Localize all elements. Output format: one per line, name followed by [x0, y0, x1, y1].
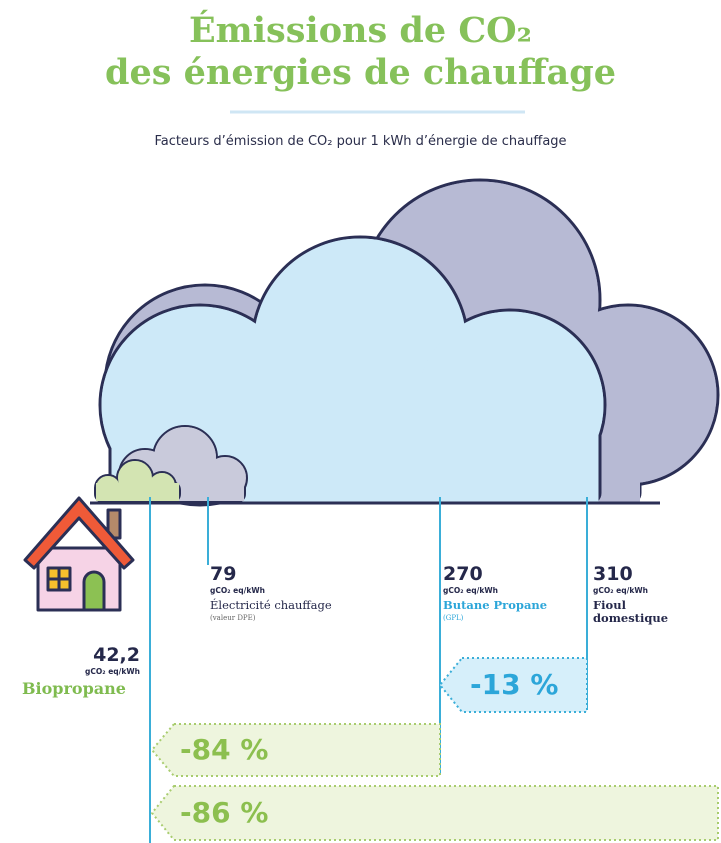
value: 310	[593, 563, 633, 585]
subtitle: Facteurs d’émission de CO₂ pour 1 kWh d’…	[0, 134, 721, 149]
unit: gCO₂ eq/kWh	[85, 667, 140, 677]
page: Émissions de CO2 html, body { margin: 0;…	[0, 0, 721, 843]
comparison-label: -84 %	[180, 734, 268, 766]
comparison-label: -13 %	[470, 669, 558, 701]
title-line: Émissions de CO₂	[0, 10, 721, 52]
illustration	[0, 0, 721, 843]
unit: gCO₂ eq/kWh	[443, 586, 498, 596]
label: Électricité chauffage	[210, 599, 332, 612]
note: (valeur DPE)	[210, 614, 255, 623]
title-line: des énergies de chauffage	[0, 52, 721, 94]
value: 270	[443, 563, 483, 585]
unit: gCO₂ eq/kWh	[210, 586, 265, 596]
note: (GPL)	[443, 614, 463, 623]
comparison-label: -86 %	[180, 797, 268, 829]
value: 79	[210, 563, 236, 585]
house-icon	[25, 498, 133, 610]
label: Butane Propane	[443, 599, 547, 612]
infographic: {"header": {"title_line1": "Émissions de…	[0, 0, 721, 843]
unit: gCO₂ eq/kWh	[593, 586, 648, 596]
label: Fioul domestique	[593, 599, 683, 625]
value: 42,2	[93, 644, 140, 666]
label: Biopropane	[22, 679, 126, 698]
